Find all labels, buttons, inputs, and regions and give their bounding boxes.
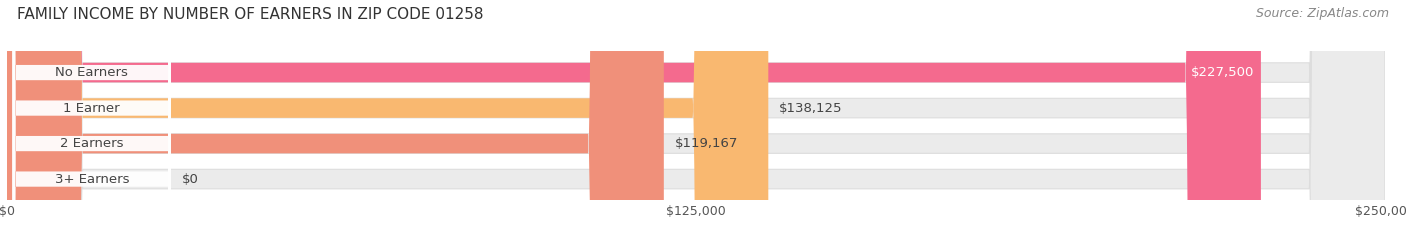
FancyBboxPatch shape	[7, 0, 1385, 233]
Text: $0: $0	[181, 173, 198, 185]
FancyBboxPatch shape	[7, 0, 1385, 233]
FancyBboxPatch shape	[7, 0, 1385, 233]
FancyBboxPatch shape	[13, 0, 172, 233]
Text: 2 Earners: 2 Earners	[60, 137, 124, 150]
Text: $138,125: $138,125	[779, 102, 842, 115]
Text: $227,500: $227,500	[1191, 66, 1254, 79]
Text: 3+ Earners: 3+ Earners	[55, 173, 129, 185]
FancyBboxPatch shape	[13, 0, 172, 233]
Text: Source: ZipAtlas.com: Source: ZipAtlas.com	[1256, 7, 1389, 20]
FancyBboxPatch shape	[13, 0, 172, 233]
FancyBboxPatch shape	[7, 0, 664, 233]
FancyBboxPatch shape	[7, 0, 1261, 233]
Text: 1 Earner: 1 Earner	[63, 102, 120, 115]
FancyBboxPatch shape	[7, 0, 1385, 233]
FancyBboxPatch shape	[13, 0, 172, 233]
FancyBboxPatch shape	[7, 0, 768, 233]
Text: No Earners: No Earners	[55, 66, 128, 79]
Text: $119,167: $119,167	[675, 137, 738, 150]
Text: FAMILY INCOME BY NUMBER OF EARNERS IN ZIP CODE 01258: FAMILY INCOME BY NUMBER OF EARNERS IN ZI…	[17, 7, 484, 22]
